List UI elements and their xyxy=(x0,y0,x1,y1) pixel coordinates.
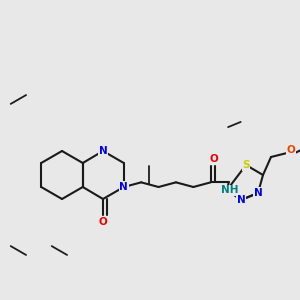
Text: N: N xyxy=(119,182,128,192)
Text: O: O xyxy=(286,145,296,155)
Text: N: N xyxy=(99,146,107,156)
Text: S: S xyxy=(242,160,250,170)
Text: O: O xyxy=(209,154,218,164)
Text: NH: NH xyxy=(221,185,238,195)
Text: N: N xyxy=(237,195,245,205)
Text: O: O xyxy=(99,217,107,227)
Text: N: N xyxy=(254,188,262,198)
